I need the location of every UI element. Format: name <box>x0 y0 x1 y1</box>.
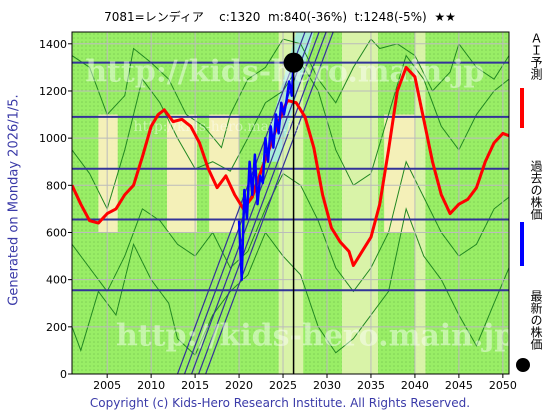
title-target: t:1248(-5%) <box>354 10 427 24</box>
plot-area: http://kids-hero.main.jp http://kids-hero… <box>72 32 515 374</box>
trend-line-2 <box>191 32 320 374</box>
x-tick-label-4: 2025 <box>269 379 297 392</box>
legend-latest-price: 最新の株価 <box>516 290 543 380</box>
thin-series-0 <box>72 38 509 149</box>
x-tick-label-5: 2030 <box>313 379 341 392</box>
x-tick-label-1: 2010 <box>137 379 165 392</box>
past-price-line <box>237 62 295 281</box>
legend-latest-price-label: 最新の株価 <box>529 290 543 350</box>
y-tick-label-4: 800 <box>46 179 67 192</box>
pale-band-0 <box>98 114 118 233</box>
legend-ai-forecast: ＡＩ予測 <box>516 32 543 152</box>
pale-band-1 <box>166 114 197 233</box>
trend-line-3 <box>198 32 327 374</box>
x-tick-label-0: 2005 <box>93 379 121 392</box>
x-tick-label-7: 2040 <box>401 379 429 392</box>
forecast-line <box>72 65 509 268</box>
pale-band-2 <box>209 114 240 233</box>
x-tick-label-3: 2020 <box>225 379 253 392</box>
highlight-band-2 <box>414 32 426 374</box>
legend-past-price: 過去の株価 <box>516 160 543 270</box>
thin-series-3 <box>72 160 509 293</box>
chart-title: 7081=レンディア c:1320 m:840(-36%) t:1248(-5%… <box>0 8 560 25</box>
legend-ai-forecast-swatch <box>520 88 524 128</box>
y-tick-label-3: 600 <box>46 226 67 239</box>
y-tick-label-5: 1000 <box>39 132 67 145</box>
pale-band-3 <box>384 114 415 233</box>
copyright: Copyright (c) Kids-Hero Research Institu… <box>89 396 471 410</box>
title-stars: ★★ <box>434 10 456 24</box>
y-tick-label-6: 1200 <box>39 85 67 98</box>
highlight-band-1 <box>341 32 378 374</box>
x-tick-label-8: 2045 <box>445 379 473 392</box>
y-tick-label-0: 0 <box>60 368 67 381</box>
y-tick-label-7: 1400 <box>39 38 67 51</box>
legend-latest-price-dot <box>516 358 530 372</box>
trend-line-4 <box>205 32 334 374</box>
legend-past-price-label: 過去の株価 <box>529 160 543 220</box>
legend-ai-forecast-label: ＡＩ予測 <box>529 32 543 80</box>
title-ticker: 7081=レンディア <box>104 10 204 24</box>
watermark-bottom: http://kids-hero.main.jp <box>116 319 515 354</box>
y-tick-label-2: 400 <box>46 274 67 287</box>
x-tick-label-2: 2015 <box>181 379 209 392</box>
x-tick-label-9: 2050 <box>489 379 517 392</box>
y-tick-label-1: 200 <box>46 321 67 334</box>
title-min: m:840(-36%) <box>268 10 348 24</box>
current-price-marker <box>283 52 304 73</box>
title-current: c:1320 <box>219 10 261 24</box>
plot-frame <box>71 31 510 375</box>
watermark-mid: http://kids-hero.main.jp <box>134 119 301 135</box>
x-tick-label-6: 2035 <box>357 379 385 392</box>
legend-past-price-swatch <box>520 222 524 266</box>
